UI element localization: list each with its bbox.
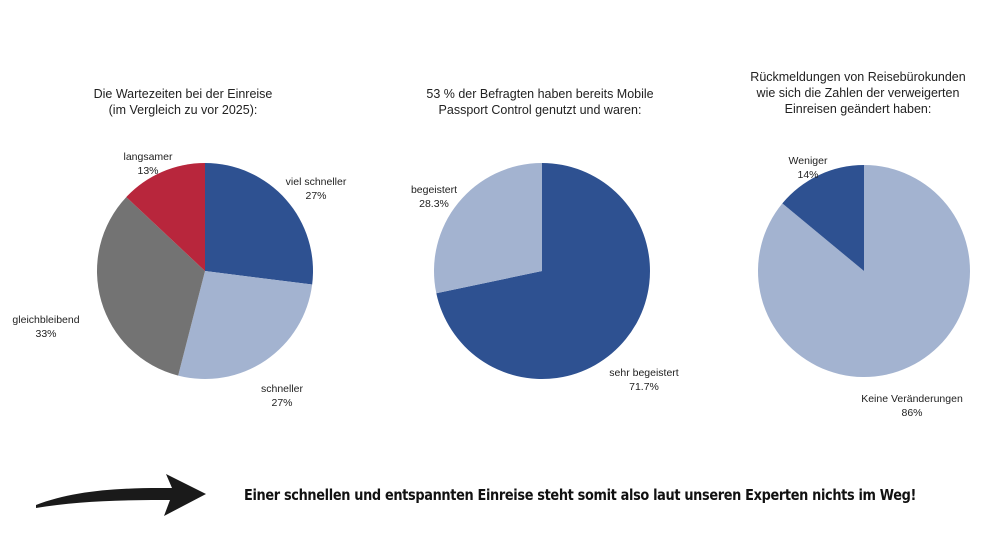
slice-percent: 28.3% bbox=[419, 198, 449, 210]
chart-title-line: Die Wartezeiten bei der Einreise bbox=[93, 87, 273, 101]
slice-percent: 71.7% bbox=[629, 381, 659, 393]
pie-slice-keine-veränderungen bbox=[758, 164, 971, 378]
chart-title-line: (im Vergleich zu vor 2025): bbox=[108, 103, 258, 117]
slice-label: Weniger 14% bbox=[789, 154, 828, 182]
slice-name: Weniger bbox=[788, 155, 828, 167]
chart-title-line: Passport Control genutzt und waren: bbox=[438, 103, 642, 117]
slice-name: viel schneller bbox=[285, 176, 347, 188]
slice-label: viel schneller 27% bbox=[286, 175, 347, 203]
chart-title-line: wie sich die Zahlen der verweigerten bbox=[756, 86, 960, 100]
slice-label: langsamer 13% bbox=[123, 150, 172, 178]
slice-label: Keine Veränderungen 86% bbox=[861, 392, 963, 420]
arrow-right-icon bbox=[36, 474, 206, 516]
slice-label: gleichbleibend 33% bbox=[12, 313, 79, 341]
chart-title: 53 % der Befragten haben bereits Mobile P… bbox=[426, 86, 653, 118]
slice-name: begeistert bbox=[410, 184, 458, 196]
slice-label: begeistert 28.3% bbox=[411, 183, 457, 211]
pie-slice-schneller bbox=[178, 271, 313, 380]
slice-label: schneller 27% bbox=[261, 382, 303, 410]
pie-slice-weniger bbox=[782, 165, 864, 271]
pie-slice-langsamer bbox=[126, 163, 205, 271]
pie-slice-gleichbleibend bbox=[96, 197, 205, 376]
slice-name: sehr begeistert bbox=[609, 367, 679, 379]
slice-label: sehr begeistert 71.7% bbox=[609, 366, 678, 394]
slice-percent: 27% bbox=[271, 397, 293, 409]
slice-name: langsamer bbox=[123, 151, 173, 163]
pie-slice-viel-schneller bbox=[205, 163, 314, 285]
pie-slice-sehr-begeistert bbox=[436, 163, 650, 379]
slice-name: schneller bbox=[260, 383, 304, 395]
slice-name: Keine Veränderungen bbox=[861, 393, 963, 405]
chart-title-line: 53 % der Befragten haben bereits Mobile bbox=[426, 87, 654, 101]
slice-name: gleichbleibend bbox=[12, 314, 80, 326]
chart-title-line: Einreisen geändert haben: bbox=[784, 102, 932, 116]
chart-title: Die Wartezeiten bei der Einreise (im Verg… bbox=[94, 86, 273, 118]
slice-percent: 27% bbox=[305, 190, 327, 202]
pie-slice-begeistert bbox=[433, 163, 542, 294]
slice-percent: 33% bbox=[35, 328, 57, 340]
slice-percent: 14% bbox=[797, 169, 819, 181]
slice-percent: 86% bbox=[901, 407, 923, 419]
chart-title-line: Rückmeldungen von Reisebürokunden bbox=[750, 70, 966, 84]
chart-title: Rückmeldungen von Reisebürokunden wie sic… bbox=[750, 69, 965, 117]
slice-percent: 13% bbox=[137, 165, 159, 177]
footer-statement: Einer schnellen und entspannten Einreise… bbox=[244, 486, 917, 504]
